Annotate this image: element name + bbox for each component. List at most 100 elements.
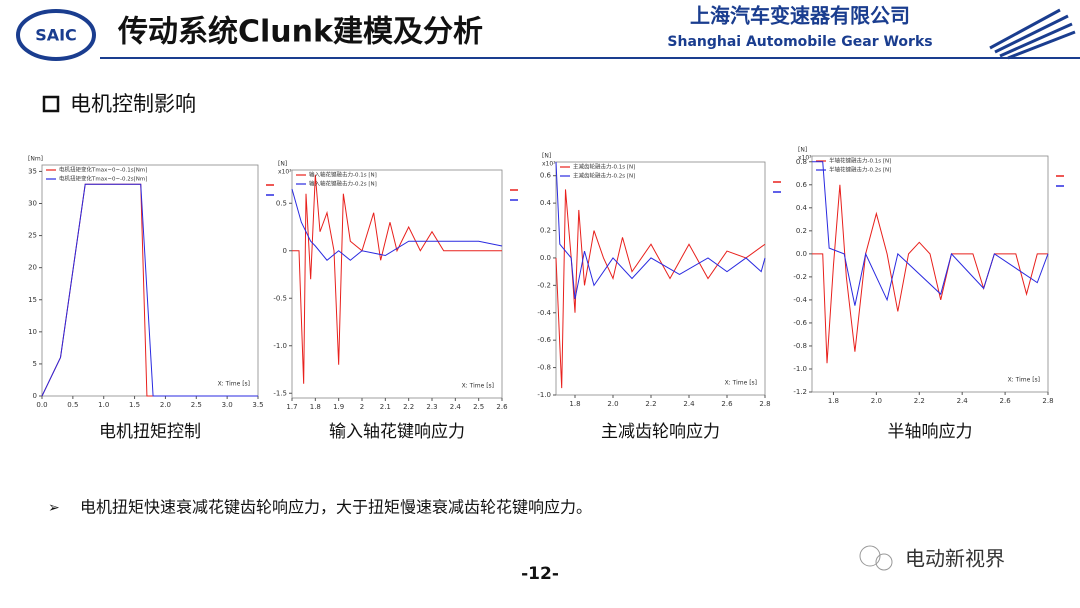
x-tick-label: 1.5 — [129, 401, 140, 409]
y-tick-label: 0.5 — [276, 199, 287, 207]
legend-label: 半轴花键融击力-0.2s [N] — [829, 166, 891, 174]
x-tick-label: 2.2 — [914, 397, 925, 405]
x-tick-label: 1.7 — [286, 403, 297, 411]
y-tick-label: -0.4 — [793, 296, 807, 304]
y-tick-label: 0 — [283, 247, 287, 255]
y-tick-label: 0.2 — [796, 227, 807, 235]
y-tick-label: -0.8 — [793, 342, 807, 350]
y-tick-label: 0.0 — [796, 250, 807, 258]
x-tick-label: 2.0 — [160, 401, 171, 409]
wechat-icon — [875, 553, 893, 571]
x-tick-label: 2.8 — [1042, 397, 1053, 405]
y-multiplier: x10³ — [278, 169, 292, 176]
x-tick-label: 2.0 — [871, 397, 882, 405]
logo-ring — [16, 9, 96, 61]
y-axis-label: [N] — [798, 147, 807, 154]
y-axis-label: [N] — [278, 161, 287, 168]
x-tick-label: 0.0 — [36, 401, 47, 409]
y-multiplier: x10³ — [798, 155, 812, 162]
logo: SAIC — [35, 26, 77, 45]
company-cn: 上海汽车变速器有限公司 — [690, 4, 910, 28]
y-tick-label: 0 — [33, 392, 37, 400]
x-tick-label: 2.4 — [957, 397, 969, 405]
y-tick-label: 5 — [33, 360, 37, 368]
wechat-icon — [859, 545, 881, 567]
y-tick-label: 0.6 — [796, 181, 808, 189]
x-tick-label: 2.1 — [380, 403, 391, 411]
y-tick-label: 35 — [28, 167, 37, 175]
plot-area — [41, 164, 259, 397]
x-tick-label: 1.8 — [310, 403, 321, 411]
chart-caption: 主减齿轮响应力 — [601, 422, 720, 442]
section-box — [42, 95, 60, 113]
series-line — [41, 183, 258, 397]
y-tick-label: 0.6 — [540, 172, 552, 180]
bullet-arrow: ➢ — [48, 500, 60, 516]
stripe-logo — [989, 8, 1076, 60]
x-axis-label: X: Time [s] — [462, 383, 494, 390]
legend-label: 输入轴花键融击力-0.1s [N] — [309, 171, 377, 179]
y-tick-label: 0.8 — [796, 158, 807, 166]
y-tick-label: 10 — [28, 328, 37, 336]
series-line — [291, 188, 503, 261]
y-tick-label: -0.2 — [793, 273, 807, 281]
y-tick-label: 0.2 — [540, 227, 551, 235]
x-tick-label: 2 — [360, 403, 364, 411]
x-tick-label: 2.0 — [607, 400, 618, 408]
y-tick-label: -0.6 — [537, 336, 551, 344]
bullet-text: 电机扭矩快速衰减花键齿轮响应力，大于扭矩慢速衰减齿轮花键响应力。 — [80, 498, 592, 517]
y-axis-label: [Nm] — [28, 156, 43, 163]
y-tick-label: -1.5 — [273, 389, 287, 397]
y-tick-label: -0.8 — [537, 364, 551, 372]
series-line — [812, 184, 1048, 364]
y-tick-label: 0.0 — [540, 254, 551, 262]
y-tick-label: -1.2 — [793, 388, 807, 396]
x-tick-label: 2.2 — [403, 403, 414, 411]
section-title: 电机控制影响 — [70, 92, 196, 116]
x-tick-label: 2.6 — [496, 403, 508, 411]
series-line — [555, 161, 766, 300]
x-axis-label: X: Time [s] — [218, 381, 250, 388]
x-axis-label: X: Time [s] — [1008, 377, 1040, 384]
y-tick-label: 25 — [28, 232, 37, 240]
plot-area — [291, 169, 503, 399]
legend-label: 输入轴花键融击力-0.2s [N] — [309, 180, 377, 188]
y-tick-label: -0.4 — [537, 309, 551, 317]
legend-label: 电机扭矩变化Tmax~0~-0.1s[Nm] — [59, 166, 147, 174]
x-tick-label: 2.2 — [645, 400, 656, 408]
y-tick-label: -1.0 — [793, 365, 807, 373]
chart-caption: 半轴响应力 — [888, 422, 973, 442]
x-tick-label: 0.5 — [67, 401, 78, 409]
x-tick-label: 2.4 — [683, 400, 695, 408]
plot-area — [555, 161, 766, 396]
y-tick-label: 20 — [28, 264, 37, 272]
x-tick-label: 2.6 — [1000, 397, 1012, 405]
y-axis-label: [N] — [542, 153, 551, 160]
x-tick-label: 2.5 — [191, 401, 202, 409]
legend-label: 主减齿轮融击力-0.2s [N] — [573, 172, 635, 180]
y-tick-label: 0.4 — [540, 199, 552, 207]
x-tick-label: 3.5 — [252, 401, 263, 409]
y-tick-label: -0.5 — [273, 294, 287, 302]
y-tick-label: -0.2 — [537, 281, 551, 289]
x-tick-label: 2.6 — [721, 400, 733, 408]
chart-caption: 输入轴花键响应力 — [329, 422, 465, 442]
x-tick-label: 1.8 — [569, 400, 580, 408]
legend-label: 主减齿轮融击力-0.1s [N] — [573, 163, 635, 171]
y-multiplier: x10³ — [542, 161, 556, 168]
x-tick-label: 1.0 — [98, 401, 109, 409]
x-tick-label: 2.5 — [473, 403, 484, 411]
x-tick-label: 1.8 — [828, 397, 839, 405]
y-tick-label: 30 — [28, 200, 37, 208]
x-tick-label: 2.4 — [450, 403, 462, 411]
x-tick-label: 3.0 — [222, 401, 233, 409]
slide-title: 传动系统Clunk建模及分析 — [117, 15, 483, 50]
series-line — [812, 161, 1049, 306]
y-tick-label: -1.0 — [273, 342, 287, 350]
chart-caption: 电机扭矩控制 — [99, 422, 201, 442]
x-tick-label: 2.8 — [759, 400, 770, 408]
plot-area — [811, 155, 1049, 393]
page-number: -12- — [521, 564, 559, 584]
